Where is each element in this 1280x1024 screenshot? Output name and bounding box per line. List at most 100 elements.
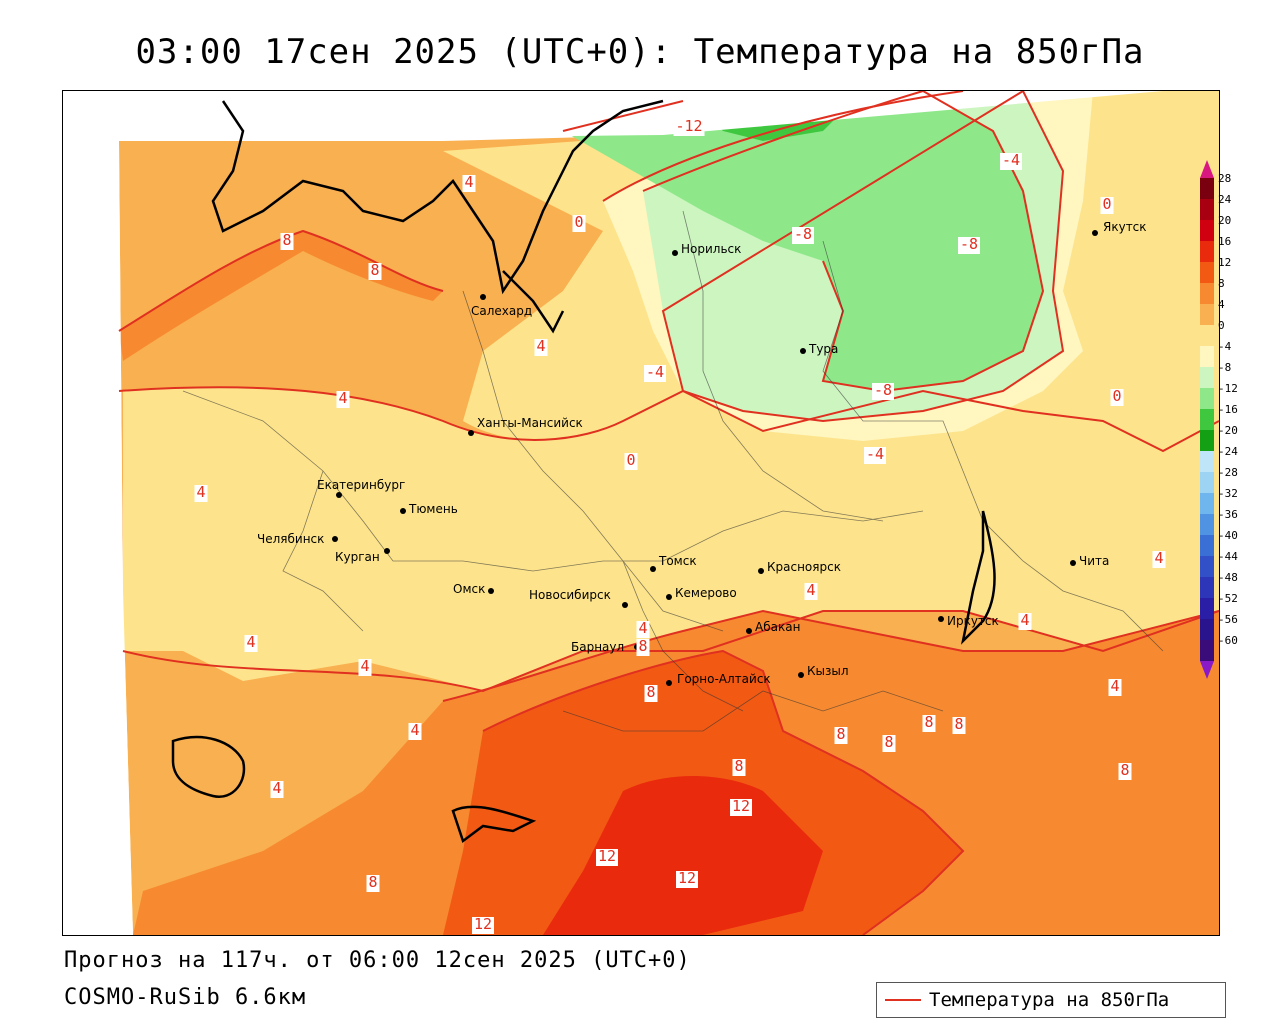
color-scale-cell bbox=[1200, 598, 1214, 619]
isotherm-label: 4 bbox=[462, 173, 476, 192]
city-kemerovo[interactable]: Кемерово bbox=[666, 586, 737, 600]
isotherm-label-text: 0 bbox=[1112, 387, 1121, 405]
isotherm-label: 8 bbox=[1118, 761, 1132, 780]
color-scale-top-arrow bbox=[1200, 160, 1214, 178]
city-chelyabinsk[interactable]: Челябинск bbox=[257, 532, 338, 546]
isotherm-label-box bbox=[336, 391, 350, 408]
isotherm-label: -8 bbox=[872, 381, 894, 400]
isotherm-label-text: -12 bbox=[675, 117, 702, 135]
temperature-map: Салехард Норильск Тура Якутск Ханты-Манс… bbox=[63, 91, 1219, 935]
isotherm-label-text: 4 bbox=[464, 173, 473, 191]
isotherm-label-text: 4 bbox=[1110, 677, 1119, 695]
isotherm-label: 0 bbox=[624, 451, 638, 470]
city-yakutsk[interactable]: Якутск bbox=[1092, 220, 1147, 236]
isotherm-label-box bbox=[624, 453, 638, 470]
isotherm-label-text: 4 bbox=[1154, 549, 1163, 567]
color-scale-cell bbox=[1200, 241, 1214, 262]
isotherm-label: 0 bbox=[1110, 387, 1124, 406]
isotherm-label: 8 bbox=[732, 757, 746, 776]
isotherm-label: 0 bbox=[572, 213, 586, 232]
city-khanty-mansiysk[interactable]: Ханты-Мансийск bbox=[468, 416, 583, 436]
color-scale-label: -32 bbox=[1218, 487, 1238, 500]
isotherm-label-text: -8 bbox=[874, 381, 892, 399]
city-dot bbox=[798, 672, 804, 678]
city-gorno-altaysk[interactable]: Горно-Алтайск bbox=[666, 672, 771, 686]
isotherm-label-text: -4 bbox=[1002, 151, 1020, 169]
isotherm-label: 8 bbox=[366, 873, 380, 892]
color-scale-label: 28 bbox=[1218, 172, 1231, 185]
map-legend: Температура на 850гПа bbox=[876, 982, 1226, 1018]
isotherm-label: 12 bbox=[472, 915, 494, 934]
city-novosibirsk[interactable]: Новосибирск bbox=[529, 588, 628, 608]
isotherm-label-box bbox=[194, 485, 208, 502]
color-scale-label: -36 bbox=[1218, 508, 1238, 521]
color-scale-label: 0 bbox=[1218, 319, 1225, 332]
city-tomsk[interactable]: Томск bbox=[650, 554, 697, 572]
isotherm-contours bbox=[118, 91, 1219, 935]
color-scale-cell bbox=[1200, 220, 1214, 241]
isotherm-label-box bbox=[958, 237, 980, 254]
isotherm-label: 4 bbox=[358, 657, 372, 676]
color-scale-label: 16 bbox=[1218, 235, 1231, 248]
city-kyzyl[interactable]: Кызыл bbox=[798, 664, 849, 678]
color-scale-cell bbox=[1200, 556, 1214, 577]
isotherm-label-text: -8 bbox=[960, 235, 978, 253]
color-scale-cell bbox=[1200, 493, 1214, 514]
color-scale-cell bbox=[1200, 262, 1214, 283]
isotherm-label-text: 4 bbox=[360, 657, 369, 675]
city-dot bbox=[468, 430, 474, 436]
city-label-yakutsk: Якутск bbox=[1103, 220, 1147, 234]
city-norilsk[interactable]: Норильск bbox=[672, 242, 741, 256]
isotherm-label-text: 12 bbox=[474, 915, 492, 933]
legend-line-swatch bbox=[885, 999, 921, 1001]
color-scale-cell bbox=[1200, 577, 1214, 598]
domain-mask-left bbox=[63, 91, 133, 935]
isotherm-label-text: 8 bbox=[368, 873, 377, 891]
city-irkutsk[interactable]: Иркутск bbox=[938, 614, 999, 628]
city-yekaterinburg[interactable]: Екатеринбург bbox=[317, 478, 405, 498]
isotherm-label: 4 bbox=[244, 633, 258, 652]
forecast-info: Прогноз на 117ч. от 06:00 12сен 2025 (UT… bbox=[64, 948, 691, 973]
isotherm-label-text: 0 bbox=[1102, 195, 1111, 213]
city-kurgan[interactable]: Курган bbox=[335, 548, 390, 564]
city-tyumen[interactable]: Тюмень bbox=[400, 502, 458, 516]
color-scale-cell bbox=[1200, 283, 1214, 304]
city-salekhard[interactable]: Салехард bbox=[471, 294, 532, 318]
isotherm-label-text: 4 bbox=[246, 633, 255, 651]
city-label-kemerovo: Кемерово bbox=[675, 586, 737, 600]
isotherm-label-box bbox=[1100, 197, 1114, 214]
isotherm-label-text: 8 bbox=[884, 733, 893, 751]
isotherm-label-box bbox=[270, 781, 284, 798]
city-omsk[interactable]: Омск bbox=[453, 582, 494, 596]
isotherm-label-box bbox=[636, 639, 650, 656]
isotherm-label: 4 bbox=[194, 483, 208, 502]
color-scale-label: 8 bbox=[1218, 277, 1225, 290]
city-dot bbox=[938, 616, 944, 622]
city-abakan[interactable]: Абакан bbox=[746, 620, 800, 634]
city-dot bbox=[1092, 230, 1098, 236]
city-chita[interactable]: Чита bbox=[1070, 554, 1109, 568]
isotherm-label: 4 bbox=[1108, 677, 1122, 696]
color-scale-label: 24 bbox=[1218, 193, 1232, 206]
isotherm-label-text: 12 bbox=[598, 847, 616, 865]
city-dot bbox=[650, 566, 656, 572]
isotherm-label-box bbox=[462, 175, 476, 192]
city-label-krasnoyarsk: Красноярск bbox=[767, 560, 841, 574]
isotherm-label-box bbox=[864, 447, 886, 464]
isotherm-label-text: 4 bbox=[410, 721, 419, 739]
isotherm-label-box bbox=[1152, 551, 1166, 568]
color-scale-cell bbox=[1200, 430, 1214, 451]
color-scale-label: -16 bbox=[1218, 403, 1238, 416]
city-tura[interactable]: Тура bbox=[800, 342, 838, 356]
isotherm-label-box bbox=[1000, 153, 1022, 170]
city-dot bbox=[384, 548, 390, 554]
city-krasnoyarsk[interactable]: Красноярск bbox=[758, 560, 841, 574]
isotherm-label: 4 bbox=[534, 337, 548, 356]
isotherm-label: 4 bbox=[408, 721, 422, 740]
color-scale-label: -8 bbox=[1218, 361, 1231, 374]
color-scale-label: -28 bbox=[1218, 466, 1238, 479]
isotherm-label-box bbox=[596, 849, 618, 866]
city-dot bbox=[746, 628, 752, 634]
isotherm-label: 8 bbox=[644, 683, 658, 702]
city-label-chelyabinsk: Челябинск bbox=[257, 532, 324, 546]
